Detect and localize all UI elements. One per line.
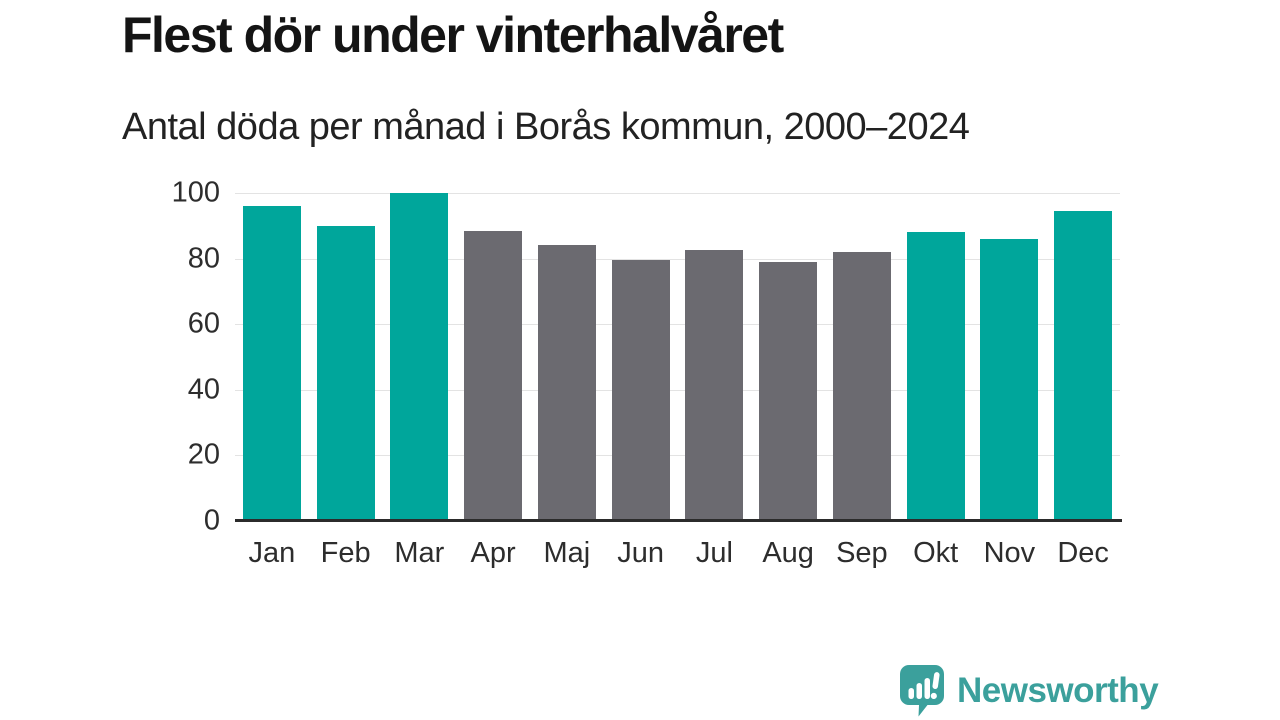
bar-slot-mar <box>383 193 457 521</box>
bar-jan <box>242 206 301 521</box>
x-tick-label-sep: Sep <box>836 537 888 569</box>
bar-slot-aug <box>751 193 825 521</box>
chart-subtitle: Antal döda per månad i Borås kommun, 200… <box>122 106 970 148</box>
gridline-40 <box>235 389 1120 391</box>
bar-jun <box>611 260 670 521</box>
bar-apr <box>464 230 523 521</box>
x-tick-label-okt: Okt <box>913 537 959 569</box>
bar-jul <box>685 250 744 521</box>
x-tick-label-jun: Jun <box>617 537 664 569</box>
bar-aug <box>759 261 818 521</box>
bar-nov <box>980 238 1039 521</box>
bar-slot-jun <box>604 193 678 521</box>
chart-title: Flest dör under vinterhalvåret <box>122 7 784 63</box>
bar-slot-jan <box>235 193 309 521</box>
bar-okt <box>906 232 965 521</box>
gridline-20 <box>235 455 1120 457</box>
bar-slot-sep <box>825 193 899 521</box>
bar-mar <box>390 193 449 521</box>
brand-name: Newsworthy <box>957 670 1159 710</box>
y-tick-label-20: 20 <box>187 438 220 471</box>
x-tick-label-apr: Apr <box>470 537 516 569</box>
x-tick-label-dec: Dec <box>1057 537 1109 569</box>
x-tick-label-nov: Nov <box>983 537 1036 569</box>
plot-area: 0 20 40 60 80 100 Jan Feb Mar Apr Maj Jun Jul Aug Sep… <box>172 178 1122 569</box>
bar-slot-maj <box>530 193 604 521</box>
y-tick-label-0: 0 <box>203 504 220 537</box>
gridline-80 <box>235 258 1120 260</box>
x-tick-label-jul: Jul <box>695 537 733 569</box>
x-axis-tick-labels: Jan Feb Mar Apr Maj Jun Jul Aug Sep Okt Nov Dec <box>235 537 1120 570</box>
y-tick-label-80: 80 <box>187 242 220 275</box>
bar-slot-dec <box>1046 193 1120 521</box>
bar-feb <box>316 225 375 521</box>
bar-slot-okt <box>899 193 973 521</box>
brand-footer: Newsworthy <box>898 663 1159 717</box>
y-axis-tick-labels: 0 20 40 60 80 100 <box>125 178 220 535</box>
x-tick-label-maj: Maj <box>543 537 591 569</box>
x-tick-label-mar: Mar <box>394 537 445 569</box>
bar-series <box>235 193 1120 521</box>
bar-slot-feb <box>309 193 383 521</box>
bar-slot-apr <box>456 193 530 521</box>
x-axis-line <box>235 519 1122 522</box>
x-tick-label-jan: Jan <box>248 537 296 569</box>
y-tick-label-100: 100 <box>171 176 220 209</box>
bar-dec <box>1054 211 1113 521</box>
x-tick-label-feb: Feb <box>320 537 371 569</box>
x-tick-label-aug: Aug <box>762 537 814 569</box>
y-tick-label-40: 40 <box>187 373 220 406</box>
gridline-100 <box>235 193 1120 194</box>
bar-maj <box>537 245 596 521</box>
bar-slot-nov <box>973 193 1047 521</box>
newsworthy-logo-icon <box>900 665 944 717</box>
bar-slot-jul <box>678 193 752 521</box>
bar-sep <box>832 252 891 521</box>
y-tick-label-60: 60 <box>187 307 220 340</box>
gridline-60 <box>235 324 1120 326</box>
